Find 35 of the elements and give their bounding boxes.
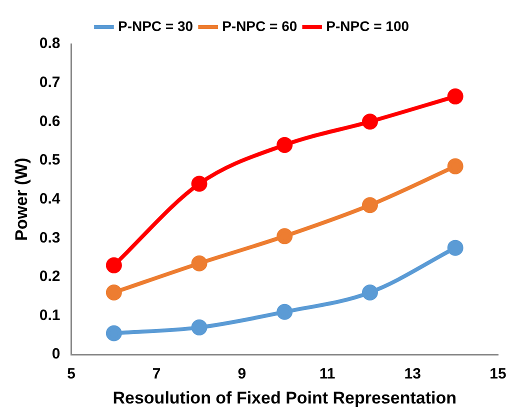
x-axis-title: Resoulution of Fixed Point Representation xyxy=(112,388,457,408)
point xyxy=(447,240,464,256)
legend-label: P-NPC = 100 xyxy=(326,18,410,34)
y-tick-label: 0.3 xyxy=(39,229,60,246)
y-tick-label: 0.7 xyxy=(39,74,60,91)
point xyxy=(106,325,122,342)
y-tick-label: 0.5 xyxy=(39,152,60,169)
point xyxy=(191,176,208,192)
point xyxy=(447,88,464,104)
x-tick-label: 9 xyxy=(238,366,246,383)
point xyxy=(191,319,208,336)
x-tick-label: 7 xyxy=(152,366,161,383)
point xyxy=(362,114,378,130)
legend-label: P-NPC = 30 xyxy=(118,18,194,34)
point xyxy=(362,197,378,214)
point xyxy=(447,158,464,174)
y-tick-label: 0.1 xyxy=(39,306,60,324)
y-tick-label: 0.4 xyxy=(39,190,61,208)
y-tick-label: 0.2 xyxy=(39,268,60,286)
x-tick-label: 5 xyxy=(67,366,76,383)
point xyxy=(276,304,293,320)
y-tick-label: 0.8 xyxy=(39,35,60,52)
point xyxy=(191,255,208,272)
x-tick-label: 15 xyxy=(490,366,506,383)
point xyxy=(276,136,293,153)
y-tick-label: 0 xyxy=(52,346,60,363)
legend-label: P-NPC = 60 xyxy=(222,18,298,34)
x-tick-label: 13 xyxy=(404,366,421,383)
y-axis-title: Power (W) xyxy=(12,158,31,241)
point xyxy=(276,228,293,244)
y-tick-label: 0.6 xyxy=(39,112,60,130)
point xyxy=(362,284,378,300)
point xyxy=(106,257,122,274)
x-tick-label: 11 xyxy=(319,366,336,383)
point xyxy=(106,284,122,300)
